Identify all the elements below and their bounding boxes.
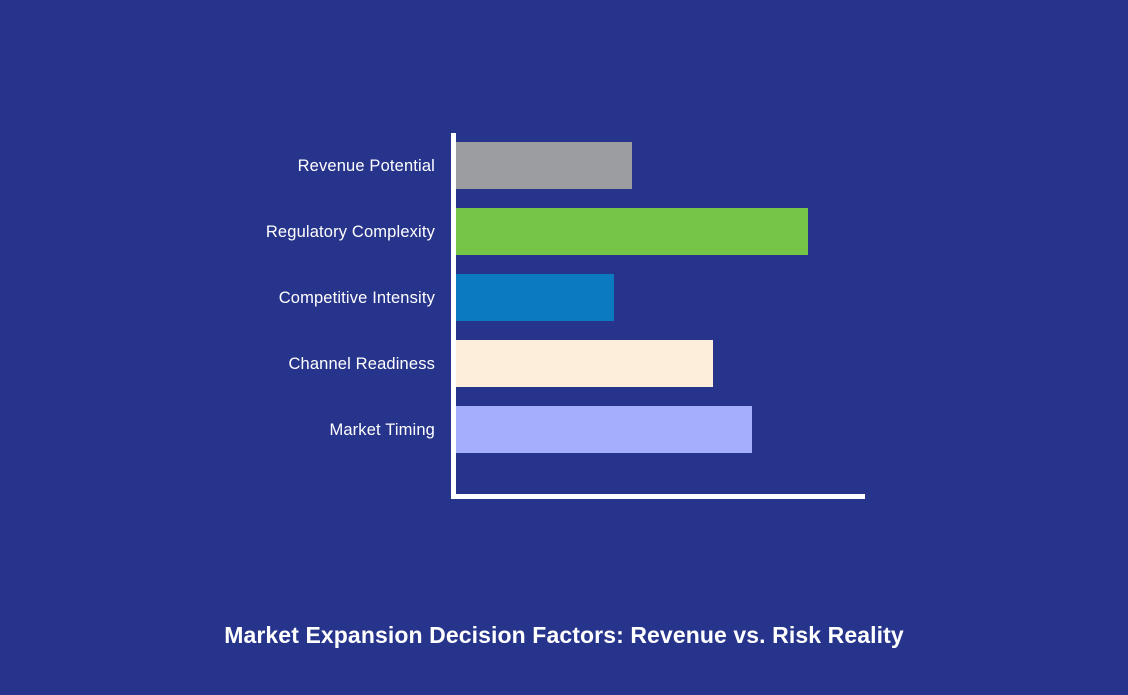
category-axis-labels: Revenue Potential Regulatory Complexity … (0, 133, 435, 499)
bar-row (451, 265, 865, 331)
category-label: Competitive Intensity (278, 289, 435, 307)
category-label: Revenue Potential (297, 157, 435, 175)
y-axis-line (451, 133, 456, 499)
bar-revenue-potential[interactable] (456, 142, 632, 189)
bar-row (451, 199, 865, 265)
bar-row (451, 397, 865, 463)
category-label: Channel Readiness (288, 355, 435, 373)
plot-area (451, 133, 865, 499)
bars-layer (451, 133, 865, 499)
chart-title: Market Expansion Decision Factors: Reven… (224, 622, 904, 648)
bar-row (451, 133, 865, 199)
x-axis-line (451, 494, 865, 499)
category-label: Regulatory Complexity (265, 223, 435, 241)
bar-competitive-intensity[interactable] (456, 274, 615, 321)
bar-channel-readiness[interactable] (456, 340, 713, 387)
bar-market-timing[interactable] (456, 406, 752, 453)
bar-regulatory-complexity[interactable] (456, 208, 808, 255)
category-label: Market Timing (329, 421, 435, 439)
bar-row (451, 331, 865, 397)
